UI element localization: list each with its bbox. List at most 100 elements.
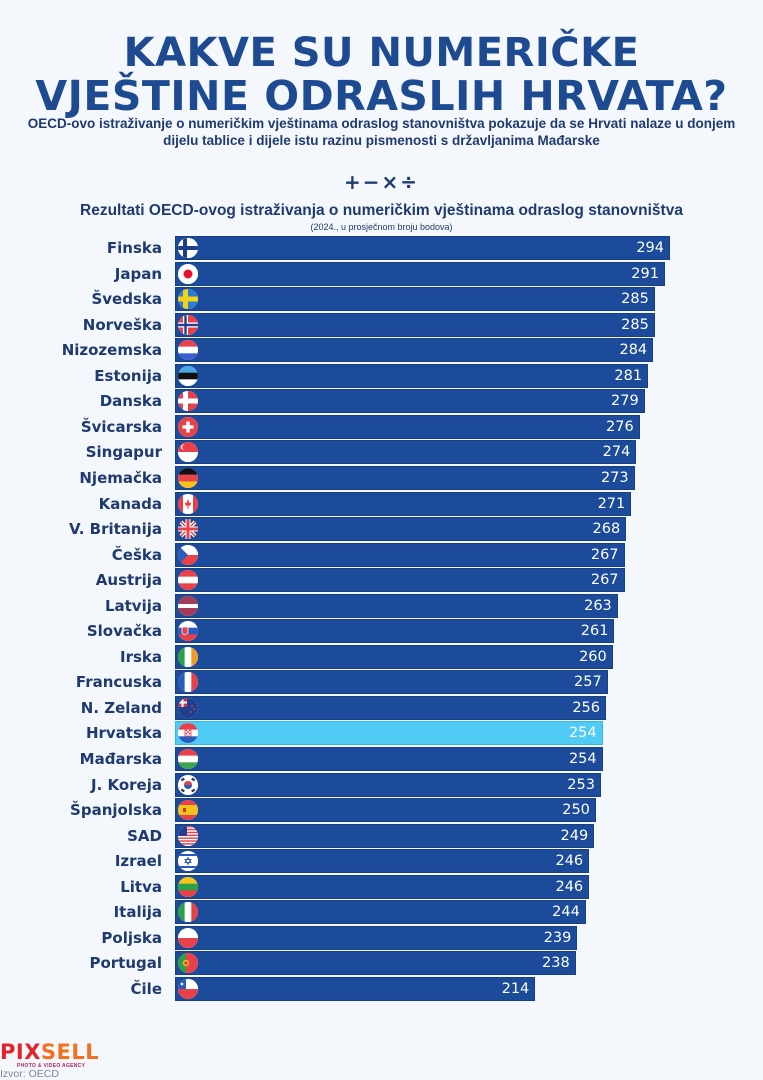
- flag-hr-icon: [178, 723, 198, 744]
- chart-subtitle: (2024., u prosječnom broju bodova): [310, 222, 453, 232]
- category-label: Španjolska: [70, 801, 162, 820]
- category-label: Singapur: [85, 443, 162, 462]
- bar-row: Nizozemska 284: [0, 338, 763, 363]
- category-label: Izrael: [114, 852, 162, 871]
- bar-row: Danska 279: [0, 389, 763, 414]
- bar-row: Italija 244: [0, 900, 763, 925]
- bar-row: Japan 291: [0, 261, 763, 286]
- bar: 276: [175, 414, 640, 439]
- logo-part-1: PIX: [0, 1040, 41, 1064]
- category-label: Slovačka: [86, 622, 162, 641]
- category-label: Mađarska: [79, 750, 162, 768]
- category-label: J. Koreja: [90, 775, 162, 794]
- bar-row: SAD 249: [0, 823, 763, 848]
- value-label: 261: [580, 623, 609, 640]
- category-label: Češka: [111, 545, 162, 564]
- category-label: Njemačka: [79, 468, 162, 487]
- bar: 249: [175, 823, 595, 848]
- bar: 254: [175, 747, 603, 771]
- category-label: Hrvatska: [85, 724, 162, 743]
- flag-il-icon: [178, 851, 198, 872]
- flag-fr-icon: [178, 672, 198, 693]
- flag-cl-icon: [178, 978, 198, 999]
- flag-de-icon: [178, 467, 198, 488]
- value-label: 281: [614, 367, 643, 384]
- flag-us-icon: [178, 825, 198, 846]
- category-label: Portugal: [89, 954, 162, 973]
- flag-sk-icon: [178, 621, 198, 642]
- value-label: 246: [555, 853, 584, 870]
- flag-se-icon: [178, 289, 198, 310]
- category-label: Francuska: [75, 673, 162, 692]
- value-label: 279: [611, 393, 639, 410]
- bar: 214: [175, 976, 536, 1001]
- flag-nz-icon: [178, 697, 198, 718]
- math-operators-icon: +−×÷: [343, 170, 420, 194]
- flag-hu-icon: [178, 749, 198, 769]
- title-line-1: KAKVE SU NUMERIČKE: [123, 30, 640, 76]
- category-label: Kanada: [98, 494, 162, 513]
- bar: 285: [175, 287, 655, 312]
- bar: 274: [175, 440, 637, 465]
- value-label: 291: [631, 265, 659, 282]
- category-label: SAD: [127, 826, 162, 845]
- bar: 267: [175, 568, 625, 593]
- category-label: Čile: [130, 979, 162, 998]
- category-label: Latvija: [104, 596, 162, 615]
- bar-row: Francuska 257: [0, 670, 763, 695]
- category-label: Nizozemska: [61, 341, 162, 360]
- value-label: 263: [584, 597, 612, 614]
- bar: 284: [175, 338, 654, 363]
- bar-row: Latvija 263: [0, 593, 763, 618]
- category-label: Švedska: [91, 290, 162, 309]
- value-label: 249: [560, 827, 589, 844]
- bar-row: N. Zeland 256: [0, 695, 763, 720]
- bar: 246: [175, 874, 590, 899]
- flag-lv-icon: [178, 595, 198, 616]
- logo-part-2: SELL: [40, 1040, 100, 1064]
- bar: 246: [175, 849, 590, 874]
- title-line-2: VJEŠTINE ODRASLIH HRVATA?: [35, 72, 728, 120]
- flag-pl-icon: [178, 927, 198, 948]
- bar-row: Švedska 285: [0, 287, 763, 312]
- flag-gb-icon: [178, 519, 198, 540]
- bar: 294: [175, 236, 670, 260]
- value-label: 274: [602, 444, 631, 461]
- value-label: 276: [606, 418, 634, 435]
- flag-lt-icon: [178, 876, 198, 897]
- bar-row: Norveška 285: [0, 312, 763, 337]
- bar-highlighted: 254: [175, 721, 603, 746]
- bar-row: Švicarska 276: [0, 414, 763, 439]
- flag-ch-icon: [178, 416, 198, 437]
- bar-row: Irska 260: [0, 644, 763, 669]
- category-label: Estonija: [94, 366, 162, 385]
- category-label: Švicarska: [80, 417, 162, 436]
- value-label: 271: [597, 495, 626, 512]
- value-label: 257: [574, 674, 602, 691]
- bar: 271: [175, 491, 632, 516]
- flag-sg-icon: [178, 442, 198, 463]
- bar: 267: [175, 542, 625, 567]
- category-label: N. Zeland: [80, 698, 162, 717]
- category-label: Japan: [114, 264, 162, 283]
- category-label: Finska: [106, 239, 162, 257]
- bar: 244: [175, 900, 586, 925]
- bar-row: Singapur 274: [0, 440, 763, 465]
- bar-row: Slovačka 261: [0, 619, 763, 644]
- bar-row: Poljska 239: [0, 925, 763, 950]
- bar: 253: [175, 772, 601, 797]
- flag-ie-icon: [178, 646, 198, 667]
- category-label: Austrija: [95, 571, 162, 590]
- category-label: Danska: [99, 392, 162, 411]
- category-label: Italija: [113, 903, 162, 922]
- flag-fi-icon: [178, 238, 198, 258]
- bar: 263: [175, 593, 618, 618]
- flag-no-icon: [178, 314, 198, 335]
- category-label: Norveška: [82, 315, 162, 334]
- value-label: 214: [501, 980, 530, 997]
- bar-row: Kanada 271: [0, 491, 763, 516]
- flag-es-icon: [178, 800, 198, 821]
- category-label: V. Britanija: [69, 520, 162, 539]
- value-label: 254: [568, 751, 597, 767]
- bar: 238: [175, 951, 576, 976]
